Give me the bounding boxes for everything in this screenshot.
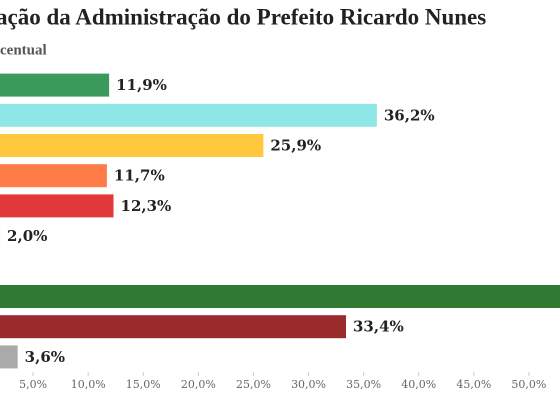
value-label: 11,7% (114, 167, 165, 185)
bar (0, 285, 560, 308)
bar (0, 103, 377, 127)
x-tick-label: 20,0% (181, 378, 216, 391)
bar (0, 345, 18, 369)
value-label: 12,3% (121, 197, 172, 215)
x-tick-label: 35,0% (346, 378, 381, 391)
bar (0, 194, 114, 218)
x-tick-label: 25,0% (236, 378, 271, 391)
x-tick-label: 10,0% (71, 378, 106, 391)
x-tick-label: 50,0% (511, 378, 546, 391)
x-tick-label: 45,0% (456, 378, 491, 391)
chart-title: ação da Administração do Prefeito Ricard… (0, 4, 486, 29)
value-label: 25,9% (270, 137, 321, 155)
bar (0, 134, 264, 157)
x-tick-label: 30,0% (291, 378, 326, 391)
chart-subtitle: centual (0, 42, 47, 58)
x-tick-label: 40,0% (401, 378, 436, 391)
x-tick-label: 15,0% (126, 378, 161, 391)
x-tick-label: 5,0% (19, 378, 47, 391)
value-label: 2,0% (7, 227, 47, 245)
value-label: 33,4% (353, 318, 404, 336)
value-label: 3,6% (25, 348, 65, 366)
bar (0, 164, 107, 188)
bar (0, 315, 347, 339)
value-label: 11,9% (116, 76, 167, 94)
value-label: 36,2% (384, 106, 435, 124)
bar (0, 73, 110, 97)
